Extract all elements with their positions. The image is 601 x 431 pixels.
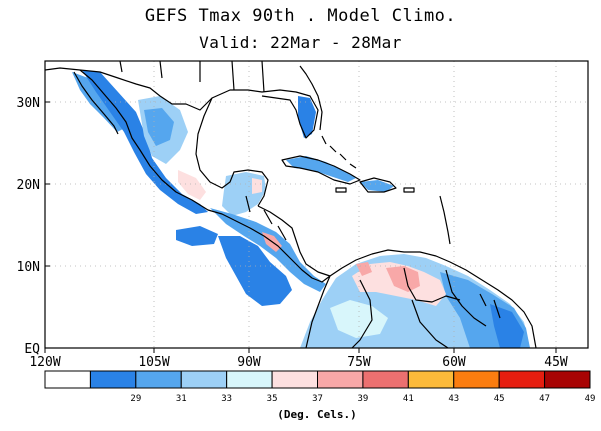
field-pacific-2	[218, 236, 292, 306]
legend-swatch	[498, 370, 546, 389]
lon-tick-label: 45W	[544, 355, 568, 370]
field-baja	[72, 72, 125, 132]
legend-tick-label: 31	[176, 394, 187, 404]
field-cuba	[286, 156, 356, 182]
coastlines	[45, 61, 537, 348]
legend-swatch	[317, 370, 364, 389]
map-subtitle: Valid: 22Mar - 28Mar	[199, 33, 402, 52]
lat-tick-label: 30N	[17, 96, 40, 111]
field-yucatan	[222, 172, 266, 216]
legend-swatch	[362, 370, 409, 389]
legend-swatch	[135, 370, 182, 389]
legend-tick-label: 45	[494, 394, 505, 404]
axis-ticks	[44, 101, 557, 353]
graticule	[45, 61, 588, 348]
field-sa-hot-2	[356, 262, 372, 276]
lon-tick-label: 60W	[442, 355, 466, 370]
temperature-field	[72, 70, 530, 348]
legend-swatch	[89, 370, 137, 389]
field-sa-ocean	[330, 300, 388, 338]
field-yucatan-warm	[252, 178, 262, 194]
field-sa-hot	[386, 266, 420, 292]
lon-tick-label: 105W	[138, 355, 169, 370]
lat-tick-label: EQ	[24, 342, 40, 357]
legend-tick-label: 29	[130, 394, 141, 404]
field-hispaniola	[360, 180, 394, 192]
legend-swatch	[44, 370, 91, 389]
field-pacific-1	[176, 226, 218, 246]
lat-tick-label: 10N	[17, 260, 40, 275]
color-legend	[44, 370, 591, 389]
field-mexico-warm	[178, 170, 206, 200]
map-layer	[45, 61, 588, 348]
lon-labels: 120W 105W 90W 75W 60W 45W	[29, 355, 568, 370]
legend-swatch	[271, 370, 318, 389]
legend-tick-label: 43	[448, 394, 459, 404]
plot-frame	[44, 60, 589, 349]
legend-labels: 29 31 33 35 37 39 41 43 45 47 49	[130, 394, 595, 404]
legend-swatch	[407, 370, 455, 389]
legend-tick-label: 47	[539, 394, 550, 404]
legend-swatch	[226, 370, 273, 389]
legend-tick-label: 49	[585, 394, 596, 404]
legend-tick-label: 37	[312, 394, 323, 404]
legend-tick-label: 41	[403, 394, 414, 404]
lat-labels: 30N 20N 10N EQ	[17, 96, 41, 357]
legend-tick-label: 39	[357, 394, 368, 404]
lon-tick-label: 90W	[237, 355, 261, 370]
map-title: GEFS Tmax 90th . Model Climo.	[144, 6, 457, 26]
legend-swatch	[544, 370, 591, 389]
field-florida	[298, 96, 316, 138]
field-central-america	[210, 208, 326, 292]
legend-unit-label: (Deg. Cels.)	[277, 408, 356, 421]
field-mexico-core	[144, 108, 174, 146]
legend-tick-label: 33	[221, 394, 232, 404]
lon-tick-label: 120W	[29, 355, 60, 370]
lat-tick-label: 20N	[17, 178, 40, 193]
lon-tick-label: 75W	[347, 355, 371, 370]
legend-swatch	[180, 370, 228, 389]
legend-tick-label: 35	[267, 394, 278, 404]
legend-swatch	[453, 370, 500, 389]
